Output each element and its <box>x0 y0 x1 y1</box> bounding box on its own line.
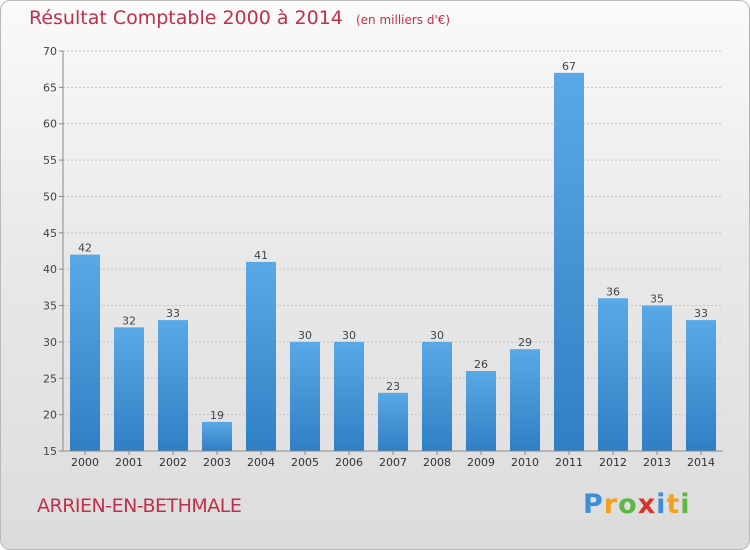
bar <box>114 327 144 451</box>
y-tick-label: 60 <box>43 118 57 131</box>
x-tick-label: 2004 <box>247 456 275 469</box>
bar <box>554 72 584 452</box>
y-tick-label: 65 <box>43 81 57 94</box>
proxiti-logo: Proxiti <box>583 489 691 520</box>
x-tick-label: 2002 <box>159 456 187 469</box>
data-label: 67 <box>562 60 576 73</box>
x-tick-label: 2014 <box>687 456 715 469</box>
commune-name: ARRIEN-EN-BETHMALE <box>37 495 242 517</box>
bar <box>158 320 188 451</box>
bar <box>422 341 452 451</box>
data-label: 36 <box>606 285 620 298</box>
x-tick-label: 2000 <box>71 456 99 469</box>
bars <box>70 72 716 452</box>
y-tick-label: 70 <box>43 45 57 58</box>
bar <box>290 341 320 451</box>
bar <box>70 254 100 451</box>
data-label: 33 <box>166 307 180 320</box>
x-tick-label: 2009 <box>467 456 495 469</box>
data-label: 29 <box>518 336 532 349</box>
data-label: 23 <box>386 380 400 393</box>
bar <box>466 371 496 451</box>
x-tick-label: 2001 <box>115 456 143 469</box>
bar <box>642 305 672 451</box>
data-label: 33 <box>694 307 708 320</box>
y-tick-label: 50 <box>43 190 57 203</box>
x-tick-label: 2003 <box>203 456 231 469</box>
title-row: Résultat Comptable 2000 à 2014 (en milli… <box>29 7 450 29</box>
x-tick-label: 2011 <box>555 456 583 469</box>
data-label: 30 <box>298 329 312 342</box>
data-label: 41 <box>254 249 268 262</box>
bar <box>246 261 276 451</box>
x-tick-label: 2005 <box>291 456 319 469</box>
x-tick-label: 2006 <box>335 456 363 469</box>
data-label: 35 <box>650 293 664 306</box>
y-tick-label: 40 <box>43 263 57 276</box>
bar <box>378 392 408 451</box>
data-label: 26 <box>474 358 488 371</box>
y-tick-label: 35 <box>43 300 57 313</box>
chart-subtitle: (en milliers d'€) <box>355 13 451 27</box>
x-tick-label: 2008 <box>423 456 451 469</box>
y-tick-label: 30 <box>43 336 57 349</box>
x-tick-label: 2013 <box>643 456 671 469</box>
data-label: 30 <box>342 329 356 342</box>
x-tick-label: 2007 <box>379 456 407 469</box>
data-label: 30 <box>430 329 444 342</box>
data-label: 19 <box>210 409 224 422</box>
y-tick-label: 55 <box>43 154 57 167</box>
data-label: 42 <box>78 242 92 255</box>
bar <box>686 320 716 451</box>
x-tick-label: 2010 <box>511 456 539 469</box>
x-tick-label: 2012 <box>599 456 627 469</box>
y-tick-label: 15 <box>43 445 57 458</box>
y-tick-label: 25 <box>43 372 57 385</box>
bar <box>598 298 628 451</box>
y-tick-label: 20 <box>43 409 57 422</box>
bar <box>334 341 364 451</box>
y-tick-label: 45 <box>43 227 57 240</box>
bar <box>202 421 232 451</box>
bar <box>510 349 540 451</box>
data-label: 32 <box>122 314 136 327</box>
chart-title: Résultat Comptable 2000 à 2014 <box>29 7 343 29</box>
labels: 15 20 25 30 35 40 45 50 55 60 65 70 42 2000 32 2001 33 20… <box>43 45 715 469</box>
axes <box>59 50 723 455</box>
